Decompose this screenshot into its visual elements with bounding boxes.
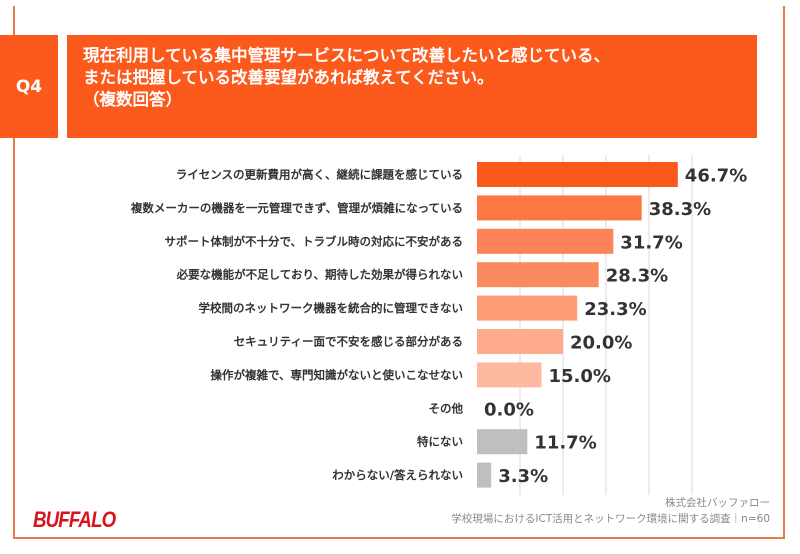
bar bbox=[477, 262, 599, 288]
value-label: 15.0% bbox=[549, 366, 611, 387]
category-label: 学校間のネットワーク機器を統合的に管理できない bbox=[199, 301, 464, 315]
bar bbox=[477, 329, 563, 354]
bar bbox=[477, 295, 578, 321]
buffalo-logo: BUFFALO bbox=[33, 507, 116, 532]
value-label: 11.7% bbox=[534, 433, 596, 454]
value-label: 20.0% bbox=[570, 333, 632, 354]
value-label: 3.3% bbox=[498, 466, 548, 487]
value-label: 31.7% bbox=[620, 232, 682, 253]
bar bbox=[477, 429, 528, 455]
title-line: （複数回答） bbox=[83, 90, 182, 109]
category-label: その他 bbox=[429, 401, 464, 415]
title-line: または把握している改善要望があれば教えてください。 bbox=[83, 68, 494, 87]
survey-source: 学校現場におけるICT活用とネットワーク環境に関する調査｜n=60 bbox=[451, 513, 770, 525]
question-title: 現在利用している集中管理サービスについて改善したいと感じている、 または把握して… bbox=[67, 35, 757, 138]
category-label: 必要な機能が不足しており、期待した効果が得られない bbox=[176, 268, 463, 282]
bar bbox=[477, 162, 678, 187]
category-label: 操作が複雑で、専門知識がないと使いこなせない bbox=[210, 368, 463, 382]
value-label: 23.3% bbox=[584, 299, 646, 320]
category-label: ライセンスの更新費用が高く、継続に課題を感じている bbox=[176, 168, 463, 182]
category-label: セキュリティー面で不安を感じる部分がある bbox=[234, 335, 463, 349]
title-line: 現在利用している集中管理サービスについて改善したいと感じている、 bbox=[83, 46, 611, 65]
bar bbox=[477, 228, 614, 254]
value-label: 38.3% bbox=[649, 199, 711, 220]
category-label: 特にない bbox=[417, 435, 463, 449]
value-label: 46.7% bbox=[685, 166, 747, 187]
bar bbox=[477, 362, 542, 388]
bar bbox=[477, 462, 492, 488]
value-label: 0.0% bbox=[484, 399, 534, 420]
chart-frame bbox=[13, 6, 785, 539]
category-label: サポート体制が不十分で、トラブル時の対応に不安がある bbox=[164, 234, 463, 248]
bar bbox=[477, 195, 642, 221]
category-label: 複数メーカーの機器を一元管理できず、管理が煩雑になっている bbox=[130, 201, 463, 215]
category-label: わからない/答えられない bbox=[332, 468, 463, 482]
question-label: Q4 bbox=[0, 35, 58, 138]
company-name: 株式会社バッファロー bbox=[665, 497, 770, 509]
value-label: 28.3% bbox=[606, 266, 668, 287]
